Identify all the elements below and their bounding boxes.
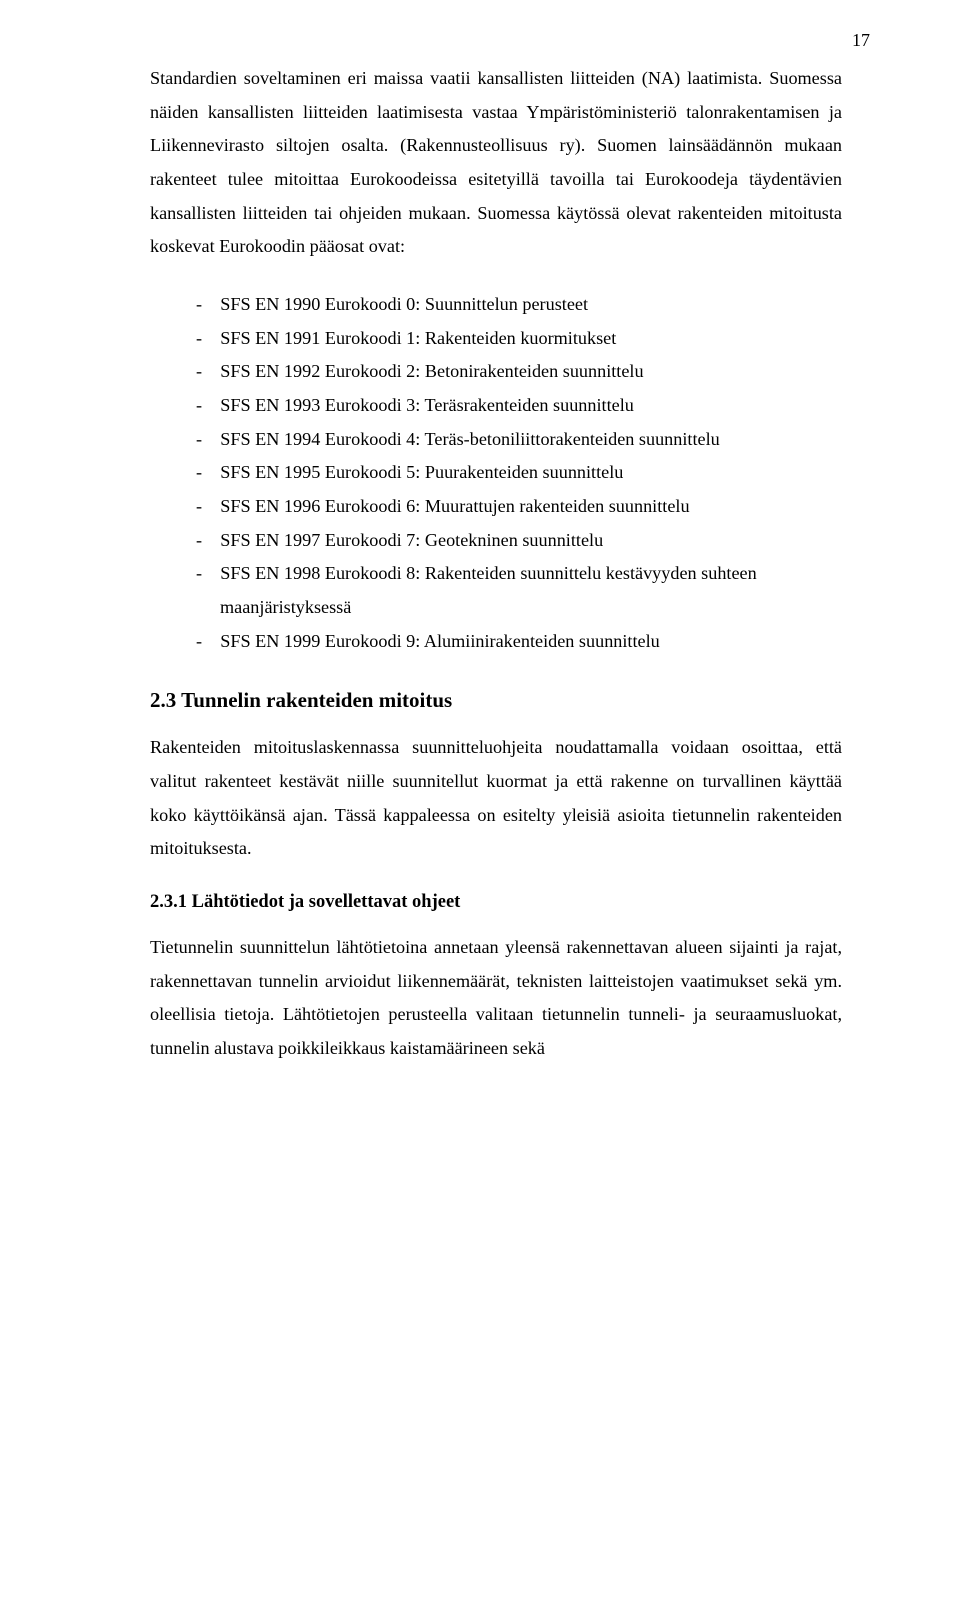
list-item: SFS EN 1999 Eurokoodi 9: Alumiinirakente… [196, 625, 842, 659]
list-item: SFS EN 1997 Eurokoodi 7: Geotekninen suu… [196, 524, 842, 558]
list-item: SFS EN 1993 Eurokoodi 3: Teräsrakenteide… [196, 389, 842, 423]
list-item: SFS EN 1998 Eurokoodi 8: Rakenteiden suu… [196, 557, 842, 624]
list-item: SFS EN 1994 Eurokoodi 4: Teräs-betonilii… [196, 423, 842, 457]
list-item: SFS EN 1990 Eurokoodi 0: Suunnittelun pe… [196, 288, 842, 322]
eurocode-list: SFS EN 1990 Eurokoodi 0: Suunnittelun pe… [150, 288, 842, 658]
list-item: SFS EN 1991 Eurokoodi 1: Rakenteiden kuo… [196, 322, 842, 356]
page-number: 17 [852, 30, 870, 51]
list-item: SFS EN 1996 Eurokoodi 6: Muurattujen rak… [196, 490, 842, 524]
list-item: SFS EN 1995 Eurokoodi 5: Puurakenteiden … [196, 456, 842, 490]
paragraph-subsection: Tietunnelin suunnittelun lähtötietoina a… [150, 931, 842, 1066]
section-heading: 2.3 Tunnelin rakenteiden mitoitus [150, 688, 842, 713]
paragraph-intro: Standardien soveltaminen eri maissa vaat… [150, 62, 842, 264]
list-item: SFS EN 1992 Eurokoodi 2: Betonirakenteid… [196, 355, 842, 389]
paragraph-section: Rakenteiden mitoituslaskennassa suunnitt… [150, 731, 842, 866]
subsection-heading: 2.3.1 Lähtötiedot ja sovellettavat ohjee… [150, 892, 842, 913]
document-page: 17 Standardien soveltaminen eri maissa v… [0, 0, 960, 1622]
